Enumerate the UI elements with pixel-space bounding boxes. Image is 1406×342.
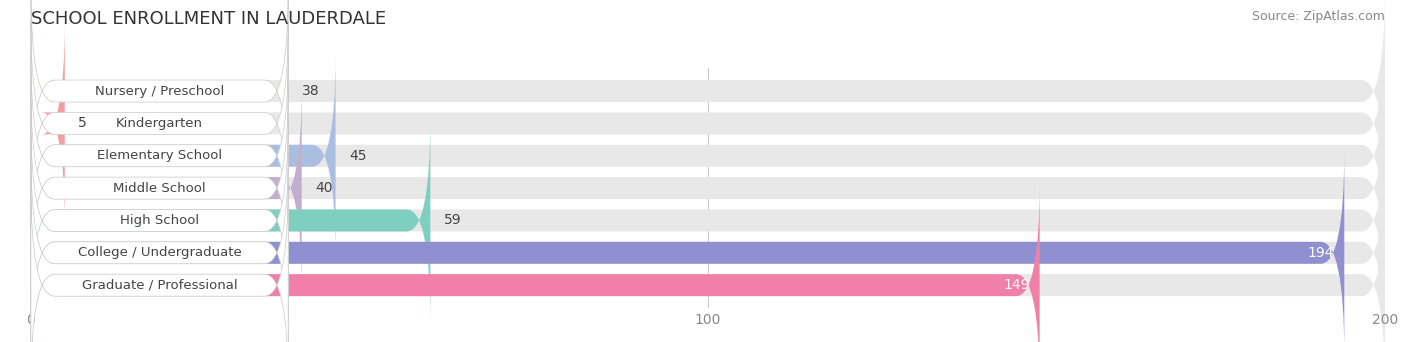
FancyBboxPatch shape bbox=[31, 0, 1385, 193]
FancyBboxPatch shape bbox=[31, 0, 288, 193]
FancyBboxPatch shape bbox=[31, 150, 1344, 342]
FancyBboxPatch shape bbox=[31, 118, 430, 323]
FancyBboxPatch shape bbox=[31, 118, 1385, 323]
Text: 38: 38 bbox=[302, 84, 319, 98]
Text: 5: 5 bbox=[79, 116, 87, 130]
Text: Elementary School: Elementary School bbox=[97, 149, 222, 162]
Text: 59: 59 bbox=[444, 213, 461, 227]
Text: High School: High School bbox=[120, 214, 200, 227]
FancyBboxPatch shape bbox=[31, 118, 288, 323]
FancyBboxPatch shape bbox=[31, 53, 336, 258]
FancyBboxPatch shape bbox=[31, 86, 288, 290]
Text: 45: 45 bbox=[349, 149, 367, 163]
FancyBboxPatch shape bbox=[31, 21, 288, 226]
Text: Graduate / Professional: Graduate / Professional bbox=[82, 279, 238, 292]
Text: 40: 40 bbox=[315, 181, 333, 195]
Text: Source: ZipAtlas.com: Source: ZipAtlas.com bbox=[1251, 10, 1385, 23]
FancyBboxPatch shape bbox=[31, 86, 302, 290]
Text: Kindergarten: Kindergarten bbox=[117, 117, 202, 130]
FancyBboxPatch shape bbox=[31, 183, 1039, 342]
FancyBboxPatch shape bbox=[31, 0, 288, 193]
FancyBboxPatch shape bbox=[31, 21, 65, 226]
Text: 149: 149 bbox=[1002, 278, 1029, 292]
Text: College / Undergraduate: College / Undergraduate bbox=[77, 246, 242, 259]
Text: Middle School: Middle School bbox=[114, 182, 205, 195]
Text: SCHOOL ENROLLMENT IN LAUDERDALE: SCHOOL ENROLLMENT IN LAUDERDALE bbox=[31, 10, 387, 28]
Text: Nursery / Preschool: Nursery / Preschool bbox=[96, 84, 224, 97]
Text: 194: 194 bbox=[1308, 246, 1334, 260]
FancyBboxPatch shape bbox=[31, 53, 1385, 258]
FancyBboxPatch shape bbox=[31, 150, 1385, 342]
FancyBboxPatch shape bbox=[31, 183, 1385, 342]
FancyBboxPatch shape bbox=[31, 183, 288, 342]
FancyBboxPatch shape bbox=[31, 21, 1385, 226]
FancyBboxPatch shape bbox=[31, 150, 288, 342]
FancyBboxPatch shape bbox=[31, 86, 1385, 290]
FancyBboxPatch shape bbox=[31, 53, 288, 258]
